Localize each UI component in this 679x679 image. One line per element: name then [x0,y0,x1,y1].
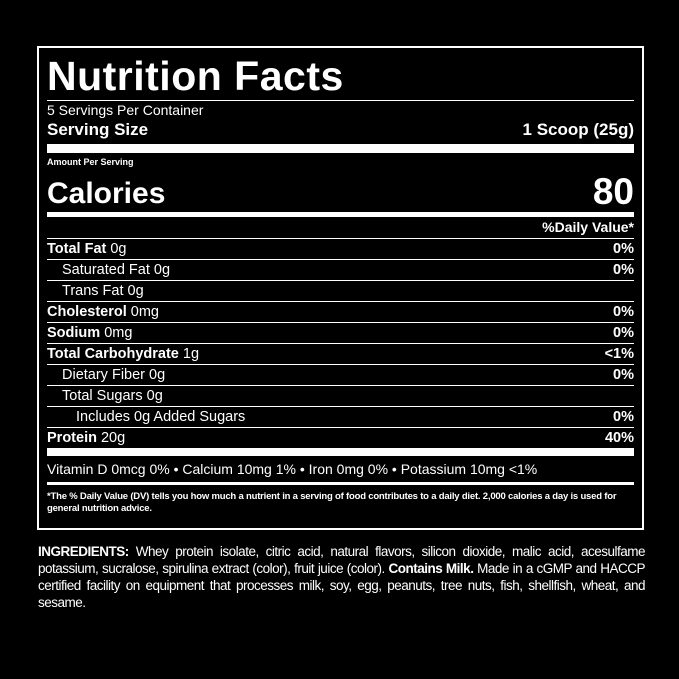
nutrient-amount: 0g [142,388,163,404]
nutrient-name: Cholesterol 0mg [47,302,159,322]
nutrient-row: Sodium 0mg 0% [47,322,634,343]
serving-size-label: Serving Size [47,120,149,139]
thick-divider [47,448,634,456]
calories-row: Calories 80 [47,169,634,212]
serving-size: Serving Size 1 Scoop (25g) [47,119,634,141]
nutrient-name: Total Fat 0g [47,239,127,259]
nutrient-row: Dietary Fiber 0g 0% [47,364,634,385]
nutrient-label: Includes 0g Added Sugars [76,409,246,425]
nutrient-daily-value: 0% [613,367,634,383]
nutrient-name: Includes 0g Added Sugars [47,407,245,427]
nutrient-list: Total Fat 0g 0% Saturated Fat 0g 0% Trans Fa… [47,238,634,448]
nutrient-name: Total Sugars 0g [47,386,163,406]
nutrient-amount: 20g [96,430,126,446]
calories-label: Calories [47,177,166,210]
medium-divider [47,212,634,217]
calories-value: 80 [592,171,634,212]
nutrient-amount: 1g [178,346,200,362]
nutrient-label: Total Sugars [62,388,143,404]
nutrient-name: Protein 20g [47,428,125,448]
nutrition-facts-panel: Nutrition Facts 5 Servings Per Container… [37,46,644,530]
nutrient-name: Saturated Fat 0g [47,260,170,280]
nutrient-name: Sodium 0mg [47,323,132,343]
nutrient-daily-value: 0% [613,262,634,278]
nutrient-amount: 0g [145,367,166,383]
nutrient-label: Saturated Fat [62,262,150,278]
servings-per-container: 5 Servings Per Container [47,102,204,118]
panel-title: Nutrition Facts [47,53,344,99]
nutrient-amount: 0mg [126,304,160,320]
nutrient-daily-value: 40% [604,430,634,446]
nutrient-name: Dietary Fiber 0g [47,365,165,385]
nutrient-label: Cholesterol [47,304,127,320]
nutrient-amount: 0g [149,262,171,278]
daily-value-footnote: *The % Daily Value (DV) tells you how mu… [47,491,617,514]
nutrient-label: Protein [47,430,97,446]
nutrient-amount: 0g [123,283,144,299]
nutrient-row: Includes 0g Added Sugars 0% [47,406,634,427]
ingredients-text: Whey protein isolate, citric acid, natur… [38,544,646,576]
nutrient-amount: 0mg [100,325,133,341]
nutrient-label: Total Carbohydrate [47,346,179,362]
ingredients-label: INGREDIENTS: [38,544,129,559]
nutrient-name: Trans Fat 0g [47,281,144,301]
thin-divider [47,482,634,485]
nutrient-daily-value: <1% [604,346,634,362]
nutrient-amount: 0g [106,241,127,257]
divider [47,100,634,101]
nutrient-label: Dietary Fiber [62,367,145,383]
nutrient-daily-value: 0% [613,325,634,341]
amount-per-serving: Amount Per Serving [47,157,134,167]
serving-size-value: 1 Scoop (25g) [522,120,634,139]
nutrient-row: Trans Fat 0g [47,280,634,301]
nutrient-row: Protein 20g 40% [47,427,634,448]
allergen-statement: Contains Milk. [388,561,474,576]
nutrient-daily-value: 0% [613,241,634,257]
nutrient-row: Total Carbohydrate 1g <1% [47,343,634,364]
facility-statement: Made in a cGMP and HACCP certified facil… [38,561,646,610]
ingredients-statement: INGREDIENTS: Whey protein isolate, citri… [38,543,646,611]
nutrient-name: Total Carbohydrate 1g [47,344,199,364]
daily-value-header: %Daily Value* [542,219,634,235]
nutrient-row: Total Sugars 0g [47,385,634,406]
nutrient-label: Trans Fat [62,283,124,299]
vitamins-minerals: Vitamin D 0mcg 0% • Calcium 10mg 1% • Ir… [47,461,538,477]
nutrient-row: Cholesterol 0mg 0% [47,301,634,322]
nutrient-row: Total Fat 0g 0% [47,238,634,259]
nutrient-daily-value: 0% [613,304,634,320]
nutrient-daily-value: 0% [613,409,634,425]
thick-divider [47,144,634,153]
nutrient-label: Sodium [47,325,101,341]
nutrient-label: Total Fat [47,241,107,257]
nutrient-row: Saturated Fat 0g 0% [47,259,634,280]
